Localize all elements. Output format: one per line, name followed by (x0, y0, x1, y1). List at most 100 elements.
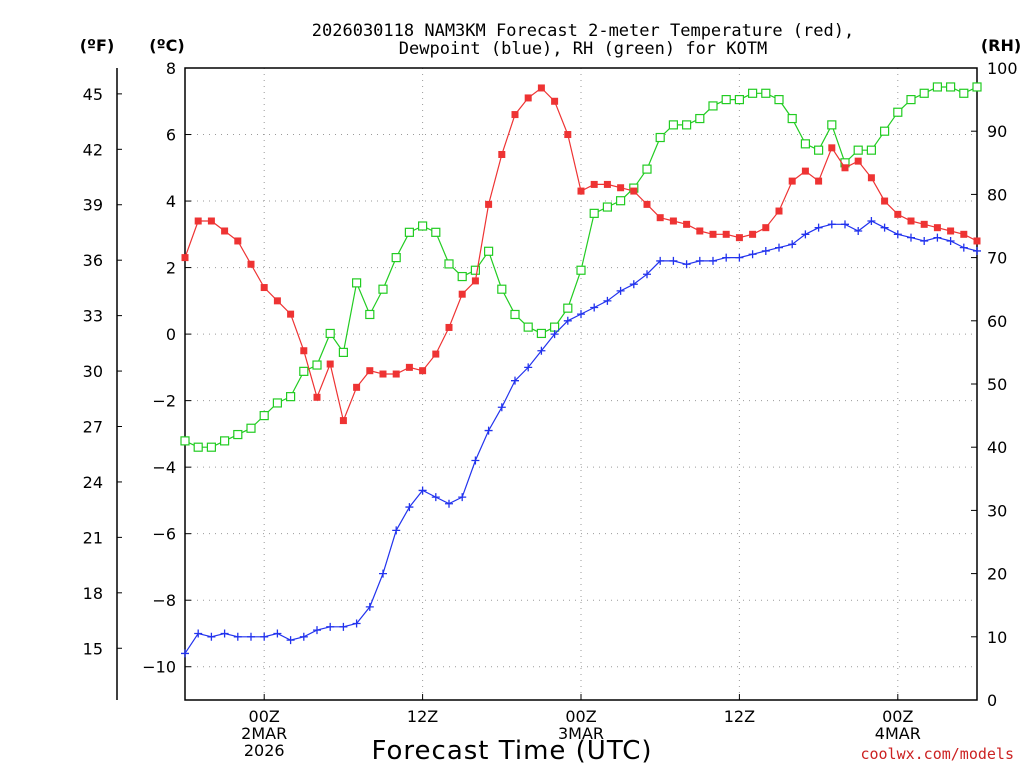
temperature-point (339, 417, 347, 425)
dewpoint-point (788, 240, 797, 249)
rh-series (180, 82, 982, 452)
fahrenheit-tick-label: 27 (83, 418, 103, 437)
temperature-point (696, 227, 704, 235)
temperature-point (960, 230, 968, 238)
data-series (180, 82, 982, 658)
rh-point (286, 392, 296, 402)
dewpoint-point (313, 626, 321, 635)
credit-text: coolwx.com/models (860, 745, 1014, 763)
fahrenheit-tick-label: 42 (83, 140, 103, 159)
rh-tick-label: 10 (987, 628, 1007, 647)
rh-point (945, 82, 956, 92)
rh-point (549, 322, 560, 332)
dewpoint-point (682, 260, 691, 269)
celsius-tick-label: 4 (166, 192, 176, 211)
temperature-point (643, 200, 651, 208)
dewpoint-point (827, 220, 836, 229)
dewpoint-point (775, 243, 783, 252)
dewpoint-point (603, 296, 612, 305)
rh-point (193, 442, 203, 452)
temperature-point (590, 180, 598, 188)
temperature-point (867, 174, 875, 182)
temperature-point (973, 237, 981, 245)
dewpoint-point (867, 217, 876, 226)
dewpoint-point (497, 403, 506, 412)
temperature-point (458, 290, 466, 298)
fahrenheit-tick-label: 18 (83, 584, 103, 603)
dewpoint-point (392, 526, 401, 535)
rh-point (180, 436, 190, 446)
temperature-point (260, 284, 268, 292)
dewpoint-point (207, 632, 216, 641)
temperature-point (379, 370, 387, 378)
dewpoint-point (735, 253, 744, 262)
dewpoint-point (550, 330, 559, 339)
rh-point (721, 94, 731, 105)
celsius-axis-label: (ºC) (149, 36, 184, 55)
dewpoint-point (907, 233, 915, 242)
dewpoint-point (709, 256, 717, 265)
fahrenheit-tick-label: 45 (83, 85, 103, 104)
fahrenheit-axis-label: (ºF) (80, 36, 115, 55)
dewpoint-point (946, 236, 955, 245)
temperature-point (524, 94, 532, 102)
dewpoint-point (577, 310, 585, 319)
rh-point (404, 227, 414, 237)
rh-point (708, 101, 718, 111)
dewpoint-point (458, 493, 467, 502)
y-ticks: 86420−2−4−6−8−10454239363330272421181510… (83, 59, 1018, 710)
celsius-tick-label: −6 (152, 525, 176, 544)
celsius-tick-label: 2 (166, 259, 176, 278)
dewpoint-point (959, 243, 968, 252)
rh-point (206, 442, 216, 452)
rh-point (747, 88, 758, 98)
temperature-point (207, 217, 215, 225)
rh-tick-label: 60 (987, 312, 1007, 331)
rh-point (866, 145, 877, 155)
temperature-point (392, 370, 400, 378)
temperature-point (788, 177, 796, 185)
dewpoint-point (801, 230, 810, 239)
temperature-point (762, 224, 770, 232)
rh-point (800, 139, 811, 149)
rh-point (774, 94, 784, 105)
dewpoint-point (841, 220, 849, 229)
temperature-point (471, 277, 479, 285)
celsius-tick-label: −2 (152, 392, 176, 411)
rh-point (681, 120, 692, 130)
temperature-point (313, 393, 321, 401)
temperature-point (709, 230, 717, 238)
rh-point (959, 88, 969, 98)
temperature-point (828, 144, 836, 152)
x-axis-title: Forecast Time (UTC) (371, 736, 652, 766)
x-tick-label: 12Z (407, 707, 438, 726)
x-tick-label: 00Z (882, 707, 913, 726)
temperature-point (221, 227, 229, 235)
rh-point (259, 411, 269, 421)
dewpoint-point (669, 256, 678, 265)
dewpoint-point (431, 493, 440, 502)
rh-point (299, 366, 309, 376)
dewpoint-point (814, 223, 823, 232)
dewpoint-point (920, 236, 929, 245)
rh-point (391, 253, 401, 263)
temperature-point (801, 167, 809, 175)
rh-tick-label: 40 (987, 438, 1007, 457)
temperature-point (603, 180, 611, 188)
dewpoint-point (286, 636, 295, 645)
temperature-point (854, 157, 862, 165)
temperature-point (551, 97, 559, 105)
rh-tick-label: 50 (987, 375, 1007, 394)
rh-tick-label: 30 (987, 501, 1007, 520)
dewpoint-point (933, 233, 942, 242)
temperature-point (947, 227, 955, 235)
dewpoint-point (247, 632, 255, 641)
temperature-point (775, 207, 783, 215)
rh-point (642, 164, 652, 174)
temperature-point (432, 350, 440, 358)
rh-point (536, 328, 547, 339)
rh-point (589, 208, 599, 218)
fahrenheit-tick-label: 21 (83, 528, 103, 547)
celsius-tick-label: 6 (166, 126, 176, 145)
